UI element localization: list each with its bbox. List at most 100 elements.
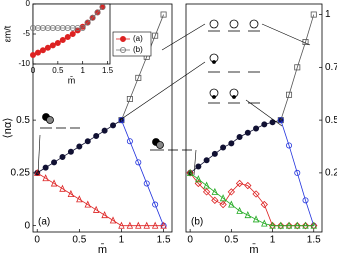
marker [211,187,219,195]
legend-label: (a) [133,34,143,43]
marker [59,184,66,192]
marker [268,222,277,230]
marker [39,47,46,54]
marker [211,150,218,157]
marker [59,37,66,44]
series-line [33,6,103,29]
x-tick-label: 1 [270,235,276,246]
marker [120,36,127,43]
marker [54,40,61,47]
y-tick-label: 1 [325,9,331,20]
marker [302,221,309,229]
marker [42,164,49,171]
x-tick-label: 0.5 [224,235,238,246]
marker [194,179,203,188]
marker [109,216,117,224]
marker [79,23,86,30]
marker [203,181,210,189]
x-tick-label: 1.5 [157,235,171,246]
y-tick-label: -5 [23,29,31,38]
x-tick-label: 0 [34,235,40,246]
marker [67,189,75,197]
marker [294,64,301,71]
orbital-icon [150,138,192,151]
marker [252,215,260,223]
marker [50,179,58,187]
marker [34,49,41,56]
marker [261,219,268,227]
marker [302,197,309,204]
marker [195,175,202,183]
marker [135,74,142,81]
marker [219,194,227,202]
marker [186,168,194,176]
x-tick-label: 0 [187,235,193,246]
marker [310,221,317,229]
y-tick-label: -10 [18,59,30,68]
x-tick-label: 1.5 [102,66,114,75]
y-tick-label: 0 [26,0,31,8]
y-tick-label: 0.75 [325,62,337,73]
marker [59,154,66,161]
marker [301,222,310,230]
marker [120,47,127,54]
x-axis-label: m̄ [249,243,258,253]
legend-label: (b) [133,45,143,54]
marker [84,19,91,26]
marker [49,42,56,49]
marker [101,127,108,134]
marker [152,32,159,39]
marker [277,117,284,124]
marker [99,4,106,10]
marker [244,211,252,219]
marker [79,24,86,31]
marker [151,221,159,229]
panel-label: (a) [38,217,50,228]
marker [269,119,276,126]
x-tick-label: 1 [119,235,125,246]
orbital-icon [40,113,80,129]
panel-label: (b) [191,217,203,228]
x-axis-label: m̄ [98,243,107,253]
marker [220,144,227,151]
marker [126,96,133,103]
marker [110,122,117,129]
marker [236,133,243,140]
y-tick-label: 0.5 [325,115,337,126]
marker [277,221,285,229]
marker [92,205,100,213]
marker [260,200,268,209]
marker [293,222,301,230]
series-line [189,172,314,227]
marker [294,221,301,229]
marker [252,190,260,198]
marker [42,174,49,182]
marker [286,91,293,98]
marker [44,44,51,51]
marker [160,221,167,229]
orbital-icon [208,19,260,104]
marker [135,159,142,166]
x-tick-label: 0.5 [52,66,64,75]
marker [64,34,71,41]
marker [143,221,150,229]
arrows [37,23,311,176]
x-tick-label: 1 [80,66,85,75]
y-tick-label: 0 [24,220,30,231]
x-tick-label: 0 [31,66,36,75]
marker [227,188,235,196]
marker [211,196,219,204]
marker [76,143,83,150]
marker [69,30,76,37]
y-tick-label: 0.5 [16,115,30,126]
marker [126,138,133,145]
series-line [280,119,315,226]
marker [294,169,301,176]
y-axis-label: ⟨nα⟩ [2,117,14,138]
marker [228,140,235,147]
marker [84,138,91,145]
marker [236,206,243,214]
marker [244,181,252,190]
marker [29,52,36,59]
